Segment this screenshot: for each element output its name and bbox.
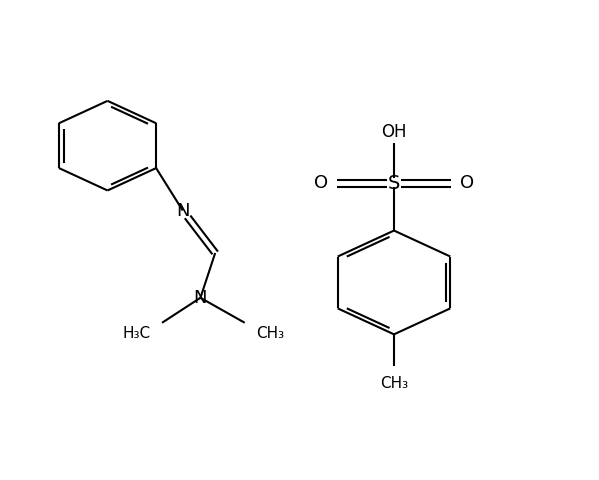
Text: N: N [193,289,207,307]
Text: N: N [176,202,189,219]
Text: O: O [459,174,474,192]
Text: CH₃: CH₃ [256,325,285,341]
Text: S: S [388,174,400,193]
Text: H₃C: H₃C [122,325,150,341]
Text: O: O [314,174,328,192]
Text: OH: OH [381,122,407,141]
Text: CH₃: CH₃ [380,376,408,391]
